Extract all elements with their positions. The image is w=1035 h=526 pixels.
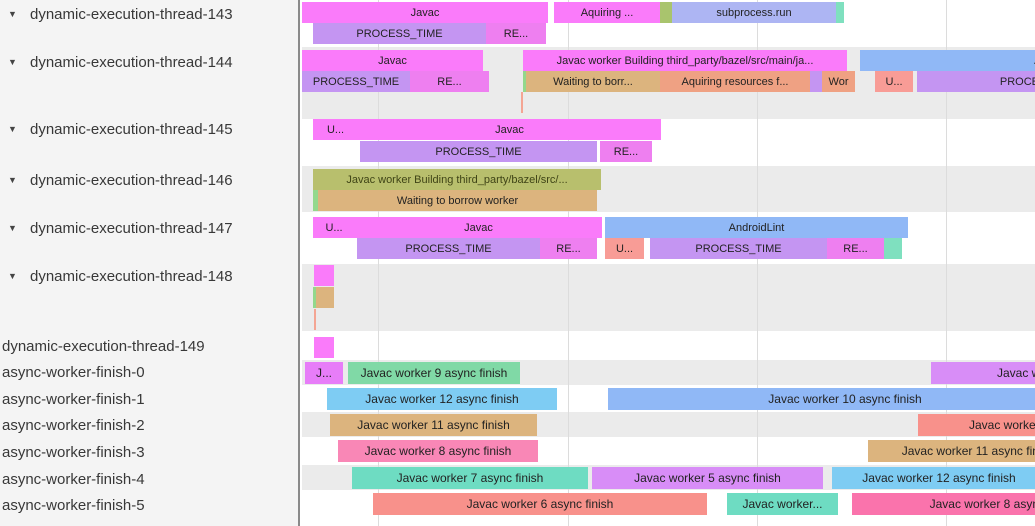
trace-slice[interactable]: Javac worker 11 async finish <box>330 414 537 436</box>
gridline <box>378 0 379 526</box>
trace-slice[interactable]: subprocess.run <box>672 2 836 23</box>
trace-slice[interactable] <box>810 71 822 92</box>
trace-slice[interactable]: Wor <box>822 71 855 92</box>
track-label: dynamic-execution-thread-148 <box>30 268 233 285</box>
trace-slice[interactable]: RE... <box>410 71 489 92</box>
trace-slice[interactable]: PROCESS_TIME <box>302 71 410 92</box>
trace-slice[interactable]: RE... <box>486 23 546 44</box>
trace-slice[interactable]: U... <box>875 71 913 92</box>
sidebar-track-row[interactable]: async-worker-finish-4 <box>0 471 298 489</box>
track-label: async-worker-finish-5 <box>2 497 145 514</box>
trace-slice[interactable] <box>313 287 316 308</box>
trace-slice[interactable]: RE... <box>600 141 652 162</box>
trace-slice[interactable]: Javac worker... <box>918 414 1035 436</box>
sidebar-track-row[interactable]: dynamic-execution-thread-149 <box>0 338 298 356</box>
gridline <box>757 0 758 526</box>
trace-slice[interactable]: Javac <box>302 2 548 23</box>
sidebar-track-row[interactable]: ▼ dynamic-execution-thread-144 <box>0 54 298 72</box>
track-name-sidebar: ▼ dynamic-execution-thread-143 ▼ dynamic-ex… <box>0 0 300 526</box>
sidebar-track-row[interactable]: ▼ dynamic-execution-thread-146 <box>0 172 298 190</box>
track-label: dynamic-execution-thread-147 <box>30 220 233 237</box>
trace-slice[interactable]: PROCESS_TIME <box>357 238 540 259</box>
trace-slice[interactable] <box>313 190 318 211</box>
sidebar-track-row[interactable]: ▼ dynamic-execution-thread-145 <box>0 121 298 139</box>
expand-triangle-icon[interactable]: ▼ <box>8 9 17 19</box>
trace-slice[interactable]: AndroidLint <box>860 50 1035 71</box>
trace-tick[interactable] <box>521 92 523 113</box>
trace-slice[interactable]: PROCESS_TIME <box>917 71 1035 92</box>
trace-slice[interactable]: Javac worker 8 async finish <box>852 493 1035 515</box>
trace-slice[interactable]: U... <box>313 119 358 140</box>
track-label: async-worker-finish-2 <box>2 417 145 434</box>
track-label: async-worker-finish-1 <box>2 391 145 408</box>
trace-slice[interactable]: Javac worker 7 async finish <box>352 467 588 489</box>
trace-slice[interactable]: Javac worker 12 async finish <box>832 467 1035 489</box>
trace-tick[interactable] <box>314 309 316 330</box>
trace-slice[interactable]: Javac worker... <box>931 362 1035 384</box>
trace-slice[interactable]: Aquiring resources f... <box>660 71 810 92</box>
trace-slice[interactable] <box>884 238 902 259</box>
trace-slice[interactable]: PROCESS_TIME <box>360 141 597 162</box>
trace-slice[interactable] <box>314 265 334 286</box>
trace-slice[interactable]: PROCESS_TIME <box>313 23 486 44</box>
trace-slice[interactable]: Waiting to borrow worker <box>318 190 597 211</box>
sidebar-track-row[interactable]: async-worker-finish-2 <box>0 417 298 435</box>
sidebar-track-row[interactable]: ▼ dynamic-execution-thread-147 <box>0 220 298 238</box>
trace-slice[interactable]: Aquiring ... <box>554 2 660 23</box>
trace-slice[interactable]: Javac worker 12 async finish <box>327 388 557 410</box>
trace-slice[interactable]: Javac worker 5 async finish <box>592 467 823 489</box>
trace-slice[interactable]: Javac worker 11 async finish <box>868 440 1035 462</box>
gridline <box>568 0 569 526</box>
track-label: dynamic-execution-thread-143 <box>30 6 233 23</box>
expand-triangle-icon[interactable]: ▼ <box>8 175 17 185</box>
trace-slice[interactable]: Javac worker 8 async finish <box>338 440 538 462</box>
trace-slice[interactable]: Javac worker 6 async finish <box>373 493 707 515</box>
sidebar-track-row[interactable]: async-worker-finish-5 <box>0 497 298 515</box>
sidebar-track-row[interactable]: async-worker-finish-0 <box>0 364 298 382</box>
sidebar-track-row[interactable]: ▼ dynamic-execution-thread-148 <box>0 268 298 286</box>
sidebar-track-row[interactable]: ▼ dynamic-execution-thread-143 <box>0 6 298 24</box>
sidebar-track-row[interactable]: async-worker-finish-3 <box>0 444 298 462</box>
track-label: dynamic-execution-thread-149 <box>2 338 205 355</box>
track-label: async-worker-finish-0 <box>2 364 145 381</box>
track-label: async-worker-finish-3 <box>2 444 145 461</box>
trace-slice[interactable]: U... <box>313 217 355 238</box>
trace-slice[interactable]: Javac worker... <box>727 493 838 515</box>
expand-triangle-icon[interactable]: ▼ <box>8 124 17 134</box>
trace-slice[interactable]: U... <box>605 238 644 259</box>
track-label: dynamic-execution-thread-144 <box>30 54 233 71</box>
trace-slice[interactable]: Javac <box>358 119 661 140</box>
gridline <box>946 0 947 526</box>
sidebar-track-row[interactable]: async-worker-finish-1 <box>0 391 298 409</box>
track-background-band <box>302 264 1035 331</box>
trace-slice[interactable]: Javac <box>355 217 602 238</box>
trace-slice[interactable]: PROCESS_TIME <box>650 238 827 259</box>
trace-slice[interactable]: RE... <box>540 238 597 259</box>
timeline-canvas[interactable]: Javac Aquiring ... subprocess.run PROCESS_T… <box>302 0 1035 526</box>
trace-slice[interactable] <box>660 2 672 23</box>
trace-slice[interactable] <box>314 337 334 358</box>
trace-slice[interactable] <box>836 2 844 23</box>
expand-triangle-icon[interactable]: ▼ <box>8 223 17 233</box>
trace-slice[interactable]: Javac worker Building third_party/bazel/… <box>523 50 847 71</box>
track-label: async-worker-finish-4 <box>2 471 145 488</box>
trace-slice[interactable]: Javac <box>302 50 483 71</box>
expand-triangle-icon[interactable]: ▼ <box>8 57 17 67</box>
track-label: dynamic-execution-thread-146 <box>30 172 233 189</box>
trace-slice[interactable]: Javac worker Building third_party/bazel/… <box>313 169 601 190</box>
trace-slice[interactable]: RE... <box>827 238 884 259</box>
trace-slice[interactable]: Javac worker 10 async finish <box>608 388 1035 410</box>
track-label: dynamic-execution-thread-145 <box>30 121 233 138</box>
trace-slice[interactable] <box>316 287 334 308</box>
trace-slice[interactable]: Javac worker 9 async finish <box>348 362 520 384</box>
trace-slice[interactable]: AndroidLint <box>605 217 908 238</box>
trace-slice[interactable]: J... <box>305 362 343 384</box>
trace-slice[interactable] <box>523 71 526 92</box>
trace-slice[interactable]: Waiting to borr... <box>526 71 660 92</box>
expand-triangle-icon[interactable]: ▼ <box>8 271 17 281</box>
